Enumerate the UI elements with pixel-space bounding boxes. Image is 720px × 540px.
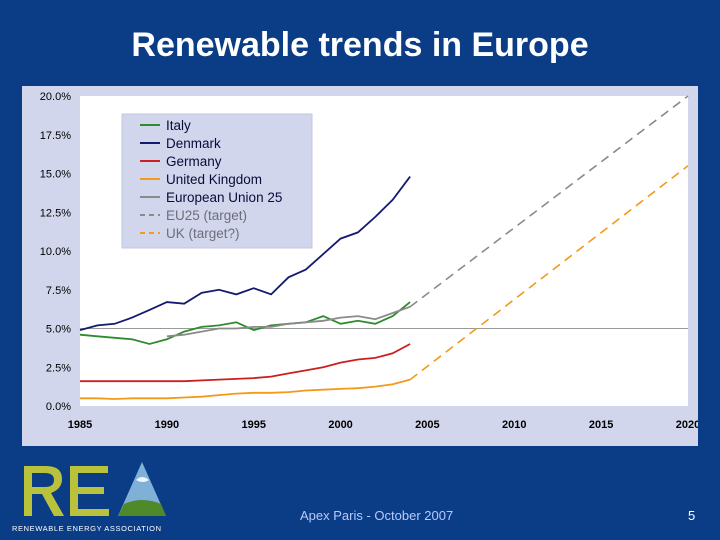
y-tick-label: 15.0% <box>40 169 71 181</box>
slide-title: Renewable trends in Europe <box>131 26 589 64</box>
series-line-denmark <box>79 176 411 331</box>
rea-logo-graphic <box>24 462 166 516</box>
x-tick-label: 2000 <box>328 419 352 431</box>
legend-label: Italy <box>166 118 191 133</box>
x-tick-label: 1995 <box>241 419 265 431</box>
logo-letter-e <box>70 466 109 516</box>
line-chart: 0.0% 2.5% 5.0% 7.5% 10.0% 12.5% 15.0% 17.5% 20.0… <box>40 91 698 431</box>
series-line-uk-target <box>409 165 689 381</box>
y-tick-label: 17.5% <box>40 130 71 142</box>
x-tick-label: 2010 <box>502 419 526 431</box>
x-tick-label: 1990 <box>155 419 179 431</box>
rea-logo <box>12 458 182 538</box>
legend-label: UK (target?) <box>166 226 240 241</box>
logo-tagline: RENEWABLE ENERGY ASSOCIATION <box>12 524 162 533</box>
legend-label: Denmark <box>166 136 221 151</box>
series-line-italy <box>79 301 411 345</box>
chart-panel: 0.0% 2.5% 5.0% 7.5% 10.0% 12.5% 15.0% 17.5% 20.0… <box>22 86 698 446</box>
x-tick-label: 1985 <box>68 419 92 431</box>
x-tick-label: 2020 <box>676 419 698 431</box>
legend-label: United Kingdom <box>166 172 262 187</box>
series-line-germany <box>80 343 411 383</box>
y-tick-label: 10.0% <box>40 246 71 258</box>
series-line-united-kingdom <box>80 378 411 400</box>
page-number: 5 <box>688 508 696 523</box>
y-tick-label: 0.0% <box>46 401 71 413</box>
y-tick-label: 20.0% <box>40 91 71 103</box>
y-tick-label: 5.0% <box>46 324 71 336</box>
legend-label: EU25 (target) <box>166 208 247 223</box>
legend-label: European Union 25 <box>166 190 282 205</box>
series-line-eu25-target <box>409 95 689 308</box>
y-tick-label: 7.5% <box>46 285 71 297</box>
y-tick-label: 12.5% <box>40 207 71 219</box>
x-tick-label: 2015 <box>589 419 613 431</box>
legend-box <box>121 113 313 249</box>
footer-text: Apex Paris - October 2007 <box>300 508 454 523</box>
legend-label: Germany <box>166 154 222 169</box>
series-line-european-union-25 <box>166 305 411 338</box>
y-tick-label: 2.5% <box>46 362 71 374</box>
x-tick-label: 2005 <box>415 419 439 431</box>
logo-letter-r <box>24 466 64 516</box>
